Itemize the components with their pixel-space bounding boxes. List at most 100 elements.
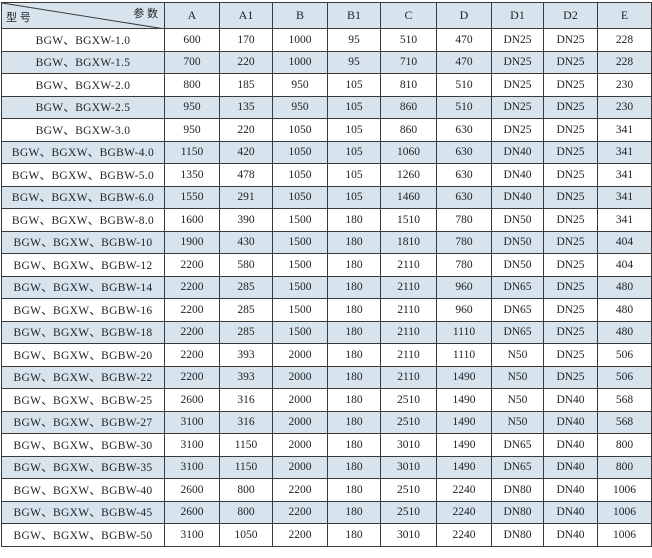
value-cell: 2240 — [436, 478, 492, 502]
table-row: BGW、BGXW-2.5 950 135 950 105 860 510 DN25 DN25 23… — [1, 95, 652, 119]
value-cell: DN25 — [543, 320, 598, 344]
column-header-b: B — [272, 2, 328, 29]
value-cell: 1500 — [272, 320, 328, 344]
value-cell: 1110 — [436, 320, 492, 344]
value-cell: 1490 — [436, 388, 492, 412]
value-cell: 510 — [436, 95, 492, 119]
value-cell: 506 — [597, 343, 652, 367]
value-cell: 1060 — [380, 140, 437, 164]
model-cell: BGW、BGXW、BGBW-5.0 — [1, 163, 165, 187]
value-cell: 1006 — [597, 500, 652, 524]
model-cell: BGW、BGXW-1.5 — [1, 50, 165, 74]
value-cell: 180 — [327, 275, 381, 299]
column-header-d2: D2 — [543, 2, 598, 29]
value-cell: 580 — [219, 253, 273, 277]
value-cell: DN25 — [491, 50, 544, 74]
model-cell: BGW、BGXW、BGBW-40 — [1, 478, 165, 502]
value-cell: 780 — [436, 253, 492, 277]
value-cell: 3100 — [164, 433, 220, 457]
value-cell: 228 — [597, 28, 652, 52]
value-cell: 2200 — [164, 298, 220, 322]
model-cell: BGW、BGXW、BGBW-18 — [1, 320, 165, 344]
model-cell: BGW、BGXW、BGBW-16 — [1, 298, 165, 322]
value-cell: 341 — [597, 140, 652, 164]
value-cell: 180 — [327, 388, 381, 412]
value-cell: DN65 — [491, 455, 544, 479]
table-row: BGW、BGXW、BGBW-16 2200 285 1500 180 2110 960 DN6… — [1, 298, 652, 322]
value-cell: 285 — [219, 320, 273, 344]
value-cell: DN25 — [491, 95, 544, 119]
value-cell: 180 — [327, 253, 381, 277]
value-cell: 1460 — [380, 185, 437, 209]
value-cell: 3010 — [380, 433, 437, 457]
column-header-d1: D1 — [491, 2, 544, 29]
value-cell: 430 — [219, 230, 273, 254]
value-cell: DN40 — [543, 410, 598, 434]
value-cell: 860 — [380, 118, 437, 142]
value-cell: 180 — [327, 230, 381, 254]
value-cell: 800 — [219, 478, 273, 502]
value-cell: 390 — [219, 208, 273, 232]
value-cell: N50 — [491, 365, 544, 389]
value-cell: DN25 — [543, 275, 598, 299]
table-row: BGW、BGXW、BGBW-22 2200 393 2000 180 2110 1490 N5… — [1, 365, 652, 389]
value-cell: 404 — [597, 253, 652, 277]
value-cell: DN40 — [543, 500, 598, 524]
value-cell: 180 — [327, 500, 381, 524]
value-cell: 316 — [219, 388, 273, 412]
value-cell: DN65 — [491, 298, 544, 322]
value-cell: 2000 — [272, 388, 328, 412]
value-cell: 2600 — [164, 500, 220, 524]
value-cell: 2240 — [436, 523, 492, 547]
table-row: BGW、BGXW、BGBW-18 2200 285 1500 180 2110 1110 DN… — [1, 320, 652, 344]
value-cell: DN25 — [491, 28, 544, 52]
value-cell: 1150 — [219, 455, 273, 479]
value-cell: 1150 — [164, 140, 220, 164]
value-cell: DN25 — [543, 50, 598, 74]
value-cell: DN40 — [491, 185, 544, 209]
value-cell: 2200 — [272, 478, 328, 502]
value-cell: 2000 — [272, 455, 328, 479]
value-cell: 1500 — [272, 230, 328, 254]
value-cell: DN25 — [491, 73, 544, 97]
value-cell: DN25 — [543, 208, 598, 232]
value-cell: 480 — [597, 275, 652, 299]
column-header-b1: B1 — [327, 2, 381, 29]
value-cell: 1150 — [219, 433, 273, 457]
value-cell: 1500 — [272, 298, 328, 322]
value-cell: DN25 — [543, 343, 598, 367]
value-cell: 341 — [597, 185, 652, 209]
value-cell: 185 — [219, 73, 273, 97]
table-row: BGW、BGXW、BGBW-25 2600 316 2000 180 2510 1490 N5… — [1, 388, 652, 412]
value-cell: 2240 — [436, 500, 492, 524]
value-cell: 230 — [597, 95, 652, 119]
column-header-a1: A1 — [219, 2, 273, 29]
model-cell: BGW、BGXW、BGBW-45 — [1, 500, 165, 524]
value-cell: 393 — [219, 365, 273, 389]
value-cell: DN25 — [543, 365, 598, 389]
value-cell: DN80 — [491, 523, 544, 547]
value-cell: 950 — [272, 95, 328, 119]
table-row: BGW、BGXW-1.0 600 170 1000 95 510 470 DN25 DN25 22… — [1, 28, 652, 52]
value-cell: 220 — [219, 118, 273, 142]
value-cell: 316 — [219, 410, 273, 434]
value-cell: DN50 — [491, 230, 544, 254]
value-cell: 105 — [327, 95, 381, 119]
value-cell: DN65 — [491, 275, 544, 299]
table-row: BGW、BGXW-2.0 800 185 950 105 810 510 DN25 DN25 23… — [1, 73, 652, 97]
value-cell: 1500 — [272, 275, 328, 299]
value-cell: 2110 — [380, 253, 437, 277]
column-header-c: C — [380, 2, 437, 29]
model-cell: BGW、BGXW、BGBW-35 — [1, 455, 165, 479]
header-row: 参 数 型 号 A A1 B B1 C D D1 D2 E — [1, 2, 652, 29]
value-cell: 180 — [327, 343, 381, 367]
table-row: BGW、BGXW、BGBW-40 2600 800 2200 180 2510 2240 DN… — [1, 478, 652, 502]
model-cell: BGW、BGXW、BGBW-20 — [1, 343, 165, 367]
value-cell: DN50 — [491, 253, 544, 277]
value-cell: DN80 — [491, 478, 544, 502]
value-cell: 180 — [327, 208, 381, 232]
value-cell: 2110 — [380, 365, 437, 389]
value-cell: 2200 — [272, 523, 328, 547]
value-cell: 470 — [436, 28, 492, 52]
value-cell: DN25 — [543, 253, 598, 277]
